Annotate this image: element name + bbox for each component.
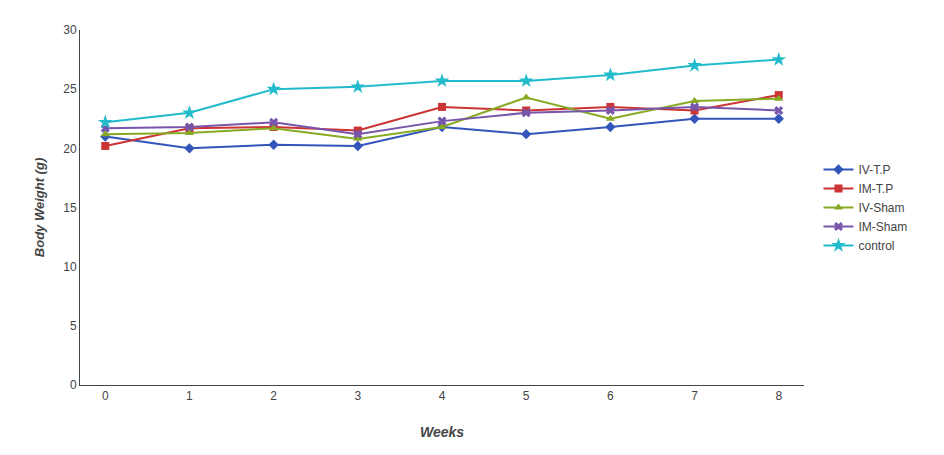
svg-text:IV-T.P: IV-T.P: [858, 163, 890, 177]
svg-text:5: 5: [70, 319, 77, 333]
svg-text:7: 7: [691, 389, 698, 403]
svg-text:6: 6: [607, 389, 614, 403]
svg-text:5: 5: [523, 389, 530, 403]
svg-text:15: 15: [63, 201, 77, 215]
svg-text:IM-T.P: IM-T.P: [858, 182, 893, 196]
svg-text:Weeks: Weeks: [420, 424, 464, 440]
svg-text:25: 25: [63, 82, 77, 96]
svg-text:0: 0: [70, 378, 77, 392]
svg-text:IM-Sham: IM-Sham: [858, 220, 907, 234]
svg-text:Body Weight (g): Body Weight (g): [32, 158, 47, 257]
svg-text:4: 4: [439, 389, 446, 403]
svg-text:20: 20: [63, 142, 77, 156]
svg-text:30: 30: [63, 23, 77, 37]
svg-text:2: 2: [270, 389, 277, 403]
svg-text:10: 10: [63, 260, 77, 274]
svg-text:3: 3: [354, 389, 361, 403]
svg-text:IV-Sham: IV-Sham: [858, 201, 904, 215]
svg-text:1: 1: [186, 389, 193, 403]
svg-text:8: 8: [775, 389, 782, 403]
svg-text:0: 0: [102, 389, 109, 403]
svg-text:control: control: [858, 239, 894, 253]
